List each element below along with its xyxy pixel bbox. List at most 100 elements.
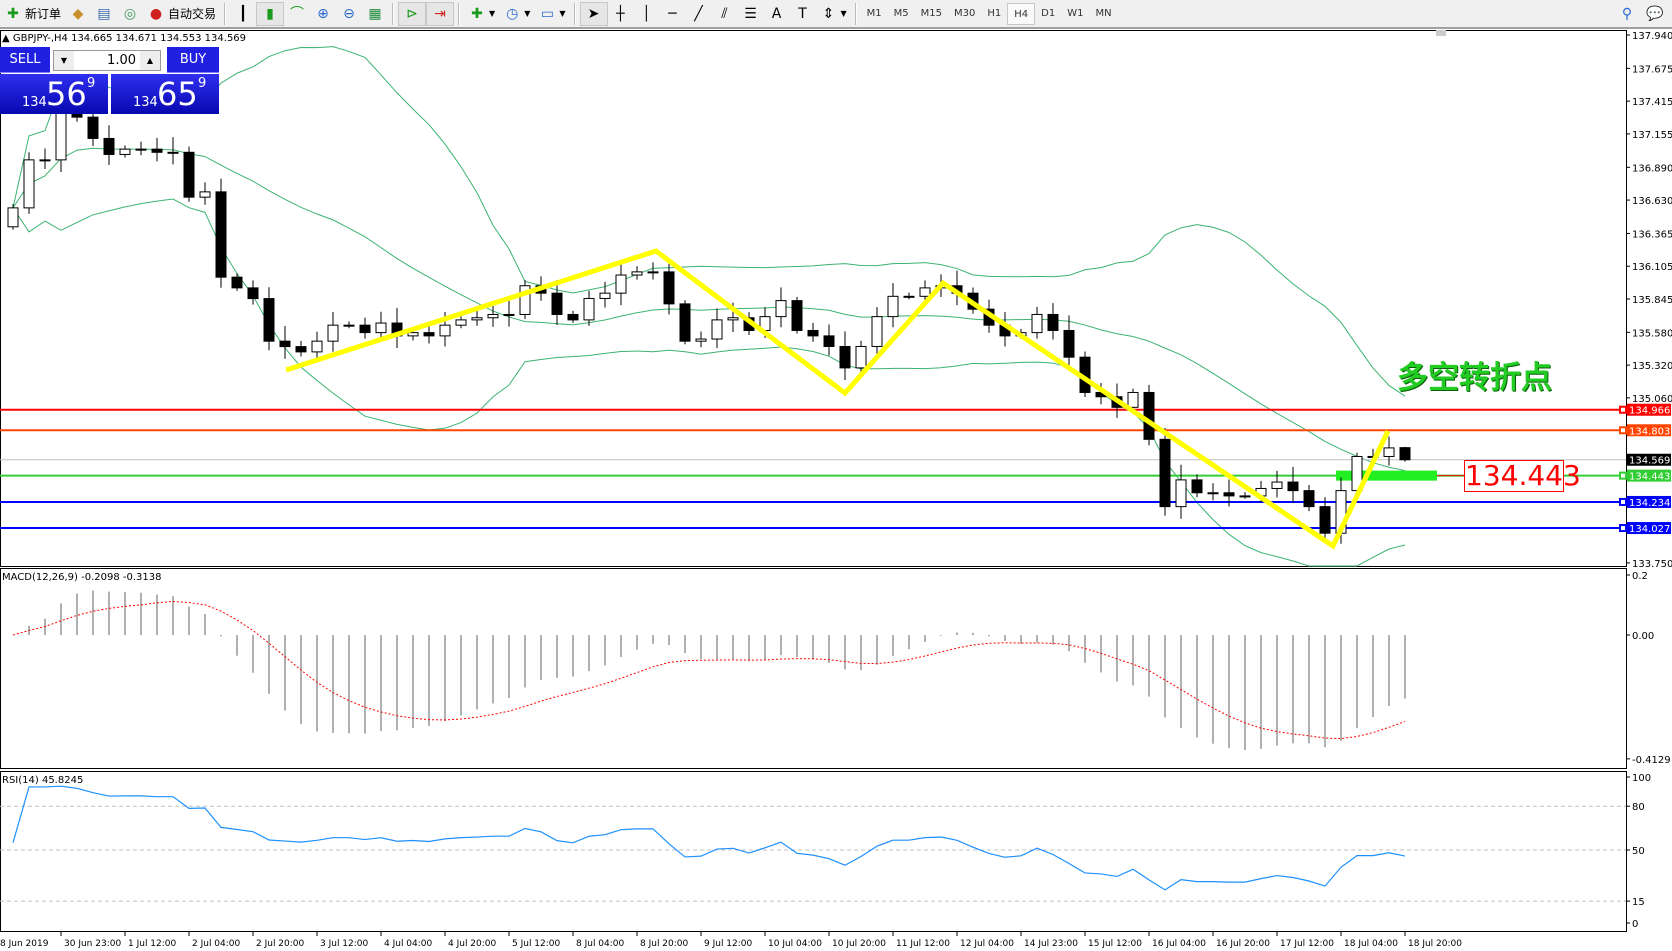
candle [711, 308, 723, 349]
candle [615, 259, 627, 306]
line-chart-icon: ⌒ [290, 5, 305, 22]
candle [311, 331, 323, 360]
buy-button[interactable]: BUY [167, 47, 219, 73]
market-button[interactable]: ▤ [91, 2, 117, 26]
timeframe-w1[interactable]: W1 [1067, 7, 1084, 19]
price-tick-label: 136.105 [1632, 262, 1672, 273]
candle [375, 311, 387, 342]
price-tick-label: 137.940 [1632, 31, 1672, 42]
candle-body [295, 346, 307, 353]
auto-scroll-button[interactable]: ⊳ [398, 1, 427, 26]
candle [823, 324, 835, 356]
rsi-tick-label: 15 [1632, 897, 1645, 908]
collapse-arrow-icon[interactable]: ▲ [2, 33, 10, 44]
periods-button[interactable]: ◷ ▼ [499, 2, 534, 26]
sell-price[interactable]: 134 56 9 [0, 74, 108, 114]
candle-body [1207, 492, 1219, 495]
timeframe-m5[interactable]: M5 [893, 7, 909, 19]
candle-body [215, 191, 227, 278]
candle [1031, 306, 1043, 339]
time-tick-label: 8 Jul 20:00 [640, 939, 689, 949]
bar-chart-button[interactable]: ┃ [230, 2, 256, 26]
buy-price[interactable]: 134 65 9 [111, 74, 219, 114]
candle-body [1319, 506, 1331, 534]
annotation-price-box[interactable]: 134.443 [1464, 459, 1581, 492]
timeframe-h4[interactable]: H4 [1007, 2, 1036, 25]
candle [679, 300, 691, 345]
line-chart-button[interactable]: ⌒ [284, 2, 310, 26]
annotation-text[interactable]: 多空转折点 [1397, 360, 1552, 396]
candle-body [183, 151, 195, 198]
trendline-button[interactable]: ╱ [686, 2, 712, 26]
signals-button[interactable]: ◎ [117, 2, 143, 26]
time-tick-label: 4 Jul 04:00 [384, 939, 433, 949]
price-level-label: 134.966 [1629, 406, 1670, 417]
chart-canvas[interactable]: 134.966 134.803 134.443 134.234 134.027 134.5… [0, 30, 1672, 951]
crosshair-button[interactable]: ┼ [608, 2, 634, 26]
time-tick-label: 17 Jul 12:00 [1280, 939, 1334, 949]
candle-body [823, 335, 835, 347]
timeframe-m30[interactable]: M30 [954, 7, 976, 19]
candle-body [519, 285, 531, 315]
timeframe-h1[interactable]: H1 [987, 7, 1002, 19]
auto-trading-button[interactable]: ● 自动交易 [143, 2, 220, 26]
text-label-button[interactable]: T [790, 2, 816, 26]
new-order-button[interactable]: ✚ 新订单 [0, 2, 65, 26]
lot-size-input[interactable]: ▼ 1.00 ▲ [53, 50, 161, 71]
timeframe-d1[interactable]: D1 [1041, 7, 1056, 19]
candle-body [7, 207, 19, 228]
zoom-out-button[interactable]: ⊖ [336, 2, 362, 26]
sell-price-sup: 9 [87, 76, 96, 91]
candlestick-icon: ▮ [266, 5, 274, 22]
template-icon: ▭ [540, 5, 554, 22]
candle-body [1271, 481, 1283, 489]
channel-icon: ⫽ [721, 5, 728, 22]
candle [647, 262, 659, 280]
candle-body [551, 292, 563, 315]
templates-button[interactable]: ▭ ▼ [534, 2, 569, 26]
fibonacci-button[interactable]: ☰ [738, 2, 764, 26]
toolbar: ✚ 新订单 ◆ ▤ ◎ ● 自动交易 ┃ ▮ ⌒ ⊕ ⊖ ▦ ⊳ ⇥ ✚ ▼ ◷ ▼ ▭… [0, 0, 1672, 29]
candle-body [1399, 447, 1411, 461]
lot-decrease-button[interactable]: ▼ [54, 51, 74, 70]
tile-windows-button[interactable]: ▦ [362, 2, 388, 26]
candle [663, 258, 675, 315]
timeframe-m1[interactable]: M1 [866, 7, 882, 19]
signal-icon: ◎ [123, 5, 137, 22]
timeframe-mn[interactable]: MN [1095, 7, 1112, 19]
candle [631, 266, 643, 280]
arrows-button[interactable]: ⇕ ▼ [816, 2, 851, 26]
candle-body [119, 148, 131, 155]
vertical-line-button[interactable]: │ [634, 2, 660, 26]
candle [791, 296, 803, 334]
candle-body [327, 324, 339, 342]
candlestick-button[interactable]: ▮ [256, 1, 285, 26]
candle [359, 317, 371, 339]
candle-body [199, 191, 211, 198]
candle [1159, 427, 1171, 516]
bollinger-lower [12, 198, 1406, 567]
history-button[interactable]: ◆ [65, 2, 91, 26]
chart-shift-button[interactable]: ⇥ [426, 1, 455, 26]
horizontal-line-button[interactable]: ─ [660, 2, 686, 26]
search-icon[interactable]: ⚲ [1621, 5, 1633, 22]
price-level-tag [1627, 495, 1671, 508]
server-icon: ▤ [97, 5, 111, 22]
lot-increase-button[interactable]: ▲ [140, 51, 160, 70]
chat-icon[interactable]: 💬 [1646, 5, 1664, 22]
indicators-button[interactable]: ✚ ▼ [464, 2, 499, 26]
cursor-button[interactable]: ➤ [579, 1, 608, 26]
channel-button[interactable]: ⫽ [712, 2, 738, 26]
text-button[interactable]: A [764, 2, 790, 26]
toolbar-separator [854, 2, 857, 25]
timeframe-m15[interactable]: M15 [920, 7, 943, 19]
zoom-in-button[interactable]: ⊕ [310, 2, 336, 26]
time-tick-label: 14 Jul 23:00 [1024, 939, 1078, 949]
lot-value[interactable]: 1.00 [107, 53, 136, 68]
candle-body [231, 276, 243, 289]
candle [279, 326, 291, 359]
sell-button[interactable]: SELL [0, 47, 50, 73]
candle [1175, 464, 1187, 519]
candle [455, 316, 467, 329]
candle-body [647, 271, 659, 274]
